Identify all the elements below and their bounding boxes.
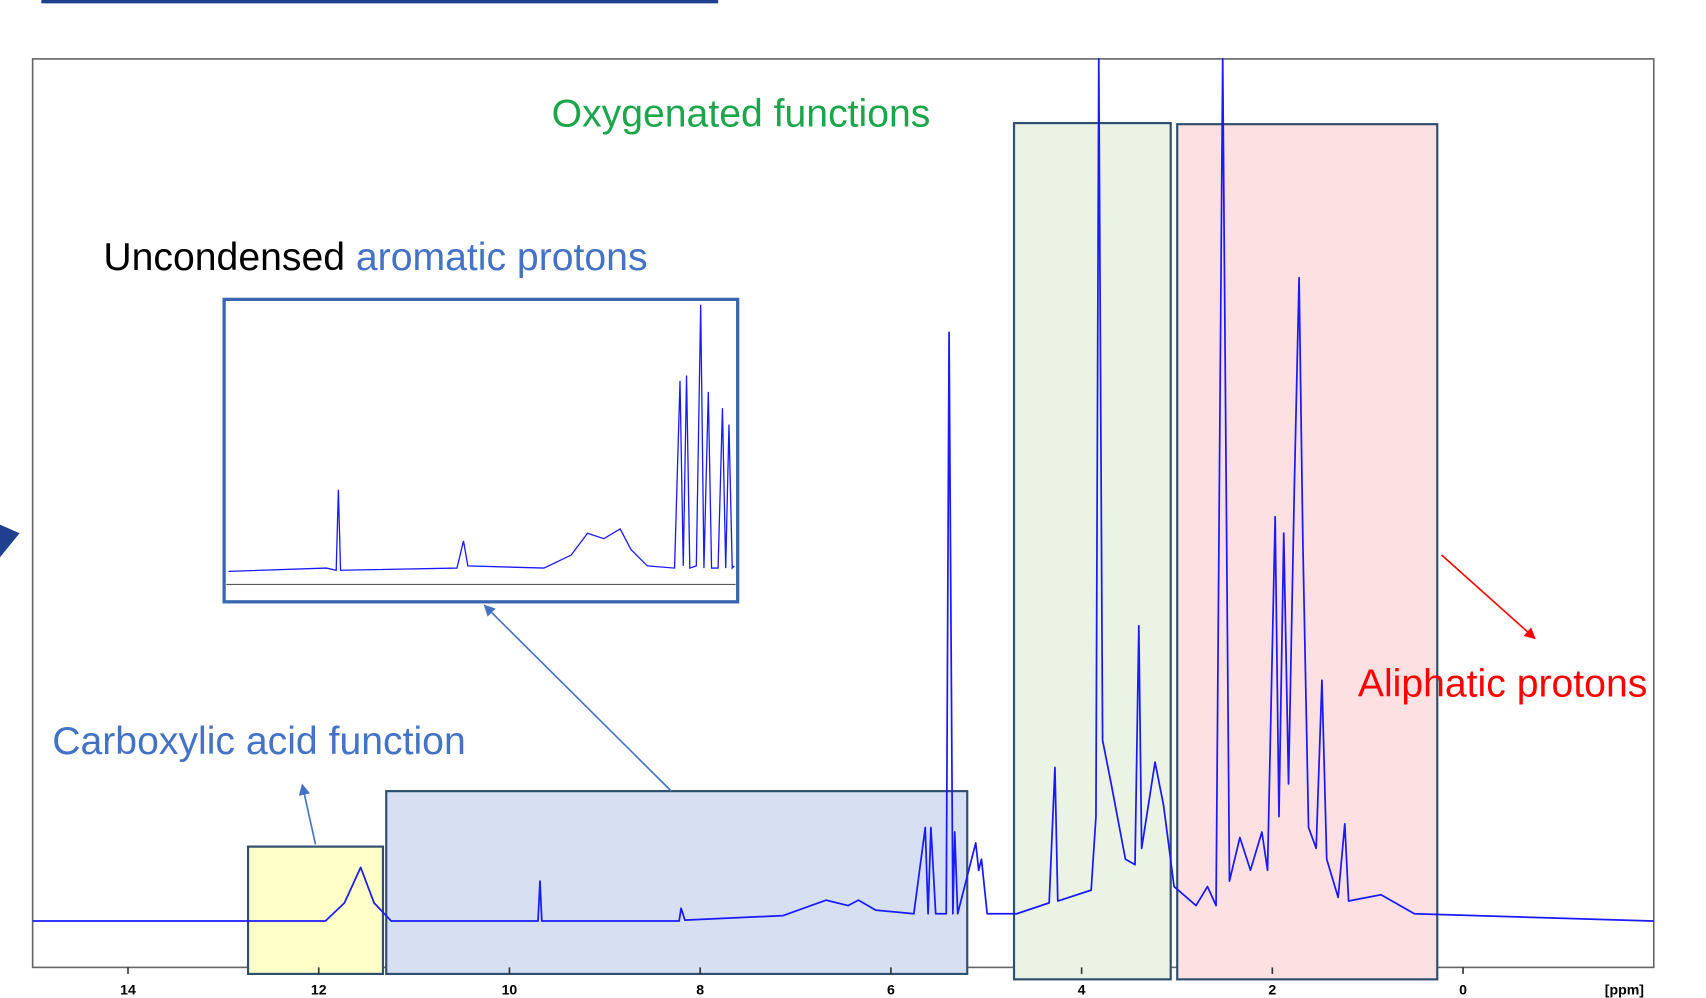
aromatic-region (385, 790, 969, 976)
annotation: Uncondensed aromatic protons (103, 236, 647, 279)
x-tick-label: 4 (1078, 982, 1086, 998)
x-tick-label: 14 (120, 982, 136, 998)
annotation: Oxygenated functions (552, 92, 931, 135)
inset-frame (222, 297, 740, 604)
arrow (483, 604, 672, 792)
annotation: Aliphatic protons (1358, 662, 1647, 705)
annotation-part: Uncondensed (103, 236, 345, 279)
x-axis-label: [ppm] (1605, 982, 1644, 998)
annotation: Carboxylic acid function (52, 720, 466, 763)
spectrum-line (32, 58, 1654, 922)
x-tick-label: 2 (1268, 982, 1276, 998)
arrow (298, 783, 317, 845)
plot (32, 58, 1654, 922)
oxygenated-region (1012, 122, 1172, 981)
inset-spectrum (228, 304, 735, 573)
x-tick-label: 10 (502, 982, 518, 998)
annotation-part: aromatic protons (356, 236, 648, 279)
x-tick-label: 8 (696, 982, 704, 998)
x-tick-label: 12 (311, 982, 327, 998)
x-tick-label: 0 (1459, 982, 1467, 998)
side-arrow (0, 524, 20, 558)
carboxylic-region (246, 845, 385, 976)
arrow (1441, 554, 1536, 640)
x-tick-label: 6 (887, 982, 895, 998)
